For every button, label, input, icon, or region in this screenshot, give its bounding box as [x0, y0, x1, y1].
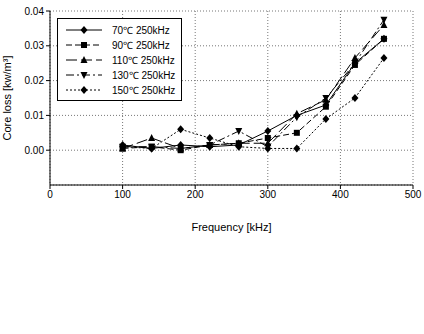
html-text:70℃ 250kHz: 70℃ 250kHz	[112, 24, 170, 36]
svg-text:100: 100	[114, 189, 131, 200]
svg-text:0.01: 0.01	[25, 110, 45, 121]
svg-text:Core loss [kw/m³]: Core loss [kw/m³]	[8, 56, 13, 141]
svg-text:200: 200	[187, 189, 204, 200]
html-text:90℃ 250kHz: 90℃ 250kHz	[112, 39, 170, 51]
svg-text:0.02: 0.02	[25, 75, 45, 86]
svg-text:0.04: 0.04	[25, 6, 45, 17]
html-text:110℃ 250kHz: 110℃ 250kHz	[112, 54, 175, 66]
html-text:130℃ 250kHz: 130℃ 250kHz	[112, 69, 176, 81]
html-text:150℃ 250kHz: 150℃ 250kHz	[112, 84, 176, 96]
svg-text:0: 0	[47, 189, 53, 200]
svg-text:Frequency [kHz]: Frequency [kHz]	[191, 221, 271, 233]
svg-text:0.00: 0.00	[25, 145, 45, 156]
svg-text:400: 400	[332, 189, 349, 200]
svg-text:300: 300	[259, 189, 276, 200]
svg-text:500: 500	[405, 189, 416, 200]
svg-text:0.03: 0.03	[25, 40, 45, 51]
